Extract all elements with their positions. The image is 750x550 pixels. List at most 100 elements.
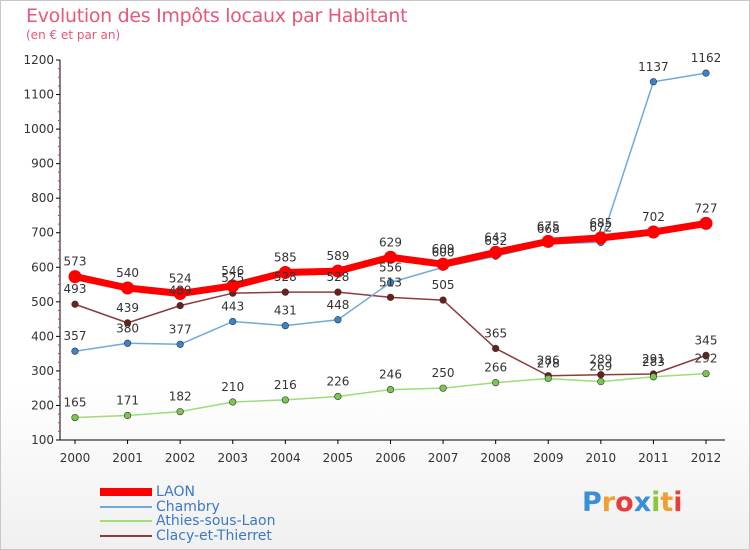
- data-label: 165: [64, 396, 87, 410]
- data-label: 600: [432, 245, 455, 259]
- legend-swatch: [100, 520, 152, 522]
- data-label: 439: [116, 301, 139, 315]
- y-tick-label: 500: [31, 295, 54, 309]
- data-point: [71, 347, 79, 355]
- proxiti-logo: Proxiti: [582, 487, 683, 518]
- legend-label: Athies-sous-Laon: [156, 513, 276, 529]
- logo-letter: i: [673, 487, 683, 518]
- data-label: 283: [642, 355, 665, 369]
- y-tick-label: 700: [31, 226, 54, 240]
- data-point: [436, 257, 450, 271]
- data-label: 540: [116, 266, 139, 280]
- data-label: 643: [484, 230, 507, 244]
- data-point: [71, 300, 79, 308]
- x-tick-label: 2000: [60, 451, 91, 465]
- data-label: 226: [326, 374, 349, 388]
- data-point: [649, 373, 658, 381]
- data-point: [123, 319, 132, 327]
- data-label: 585: [274, 250, 297, 264]
- logo-letter: t: [660, 487, 674, 518]
- data-point: [439, 384, 447, 392]
- data-point: [229, 398, 237, 406]
- data-point: [386, 293, 395, 301]
- legend-label: Clacy-et-Thierret: [156, 527, 272, 544]
- data-label: 632: [484, 234, 507, 248]
- data-label: 675: [537, 219, 560, 233]
- data-label: 489: [169, 284, 192, 298]
- data-point: [489, 245, 503, 259]
- data-label: 365: [484, 326, 507, 340]
- legend-label: Chambry: [156, 498, 220, 515]
- data-point: [68, 270, 82, 284]
- y-tick-label: 1000: [23, 122, 54, 136]
- data-point: [386, 278, 395, 287]
- y-tick-label: 400: [31, 329, 54, 343]
- y-tick-label: 1100: [23, 88, 54, 102]
- data-point: [229, 317, 237, 326]
- x-tick-label: 2010: [586, 451, 617, 465]
- data-point: [646, 225, 660, 239]
- data-point: [439, 296, 447, 304]
- data-label: 589: [326, 249, 349, 263]
- x-tick-label: 2011: [638, 451, 669, 465]
- data-label: 266: [484, 361, 507, 375]
- data-point: [176, 302, 184, 310]
- data-point: [173, 287, 187, 301]
- data-label: 525: [221, 271, 244, 285]
- y-tick-label: 200: [31, 398, 54, 412]
- data-label: 171: [116, 393, 139, 407]
- data-label: 292: [695, 352, 718, 366]
- legend-swatch: [100, 534, 152, 537]
- chart-subtitle: (en € et par an): [26, 28, 121, 42]
- data-label: 246: [379, 368, 402, 382]
- data-point: [331, 264, 345, 278]
- logo-letter: o: [615, 487, 634, 518]
- x-tick-label: 2009: [533, 451, 564, 465]
- data-label: 278: [537, 357, 560, 371]
- data-label: 1137: [638, 60, 669, 74]
- data-label: 443: [221, 300, 244, 314]
- data-label: 609: [432, 242, 455, 256]
- y-tick-label: 600: [31, 260, 54, 274]
- logo-letter: x: [633, 487, 652, 518]
- data-point: [649, 78, 658, 86]
- data-label: 727: [695, 201, 718, 215]
- data-point: [702, 351, 710, 359]
- y-tick-label: 900: [31, 157, 54, 171]
- data-point: [334, 392, 342, 401]
- data-label: 629: [379, 235, 402, 249]
- data-point: [702, 69, 710, 77]
- data-point: [123, 339, 132, 347]
- x-tick-label: 2001: [112, 451, 143, 465]
- data-label: 269: [589, 360, 612, 374]
- x-tick-label: 2002: [165, 451, 196, 465]
- data-label: 505: [432, 278, 455, 292]
- x-tick-label: 2007: [428, 451, 459, 465]
- data-label: 210: [221, 380, 244, 394]
- data-label: 702: [642, 210, 665, 224]
- data-label: 448: [326, 298, 349, 312]
- data-label: 289: [589, 353, 612, 367]
- legend-swatch: [100, 505, 152, 508]
- data-label: 672: [589, 220, 612, 234]
- data-point: [597, 378, 605, 386]
- data-label: 513: [379, 275, 402, 289]
- data-point: [123, 411, 132, 420]
- data-point: [544, 374, 552, 383]
- logo-letter: r: [601, 487, 616, 518]
- data-label: 1162: [691, 51, 722, 65]
- data-point: [334, 316, 342, 324]
- data-label: 182: [169, 390, 192, 404]
- data-label: 380: [116, 321, 139, 335]
- data-label: 668: [537, 222, 560, 236]
- data-label: 345: [695, 333, 718, 347]
- data-label: 524: [169, 272, 192, 286]
- legend-label: LAON: [156, 484, 195, 500]
- data-point: [71, 413, 79, 422]
- data-point: [699, 216, 713, 230]
- data-label: 528: [326, 270, 349, 284]
- x-tick-label: 2003: [217, 451, 248, 465]
- legend-swatch: [100, 488, 152, 496]
- data-label: 377: [169, 322, 192, 336]
